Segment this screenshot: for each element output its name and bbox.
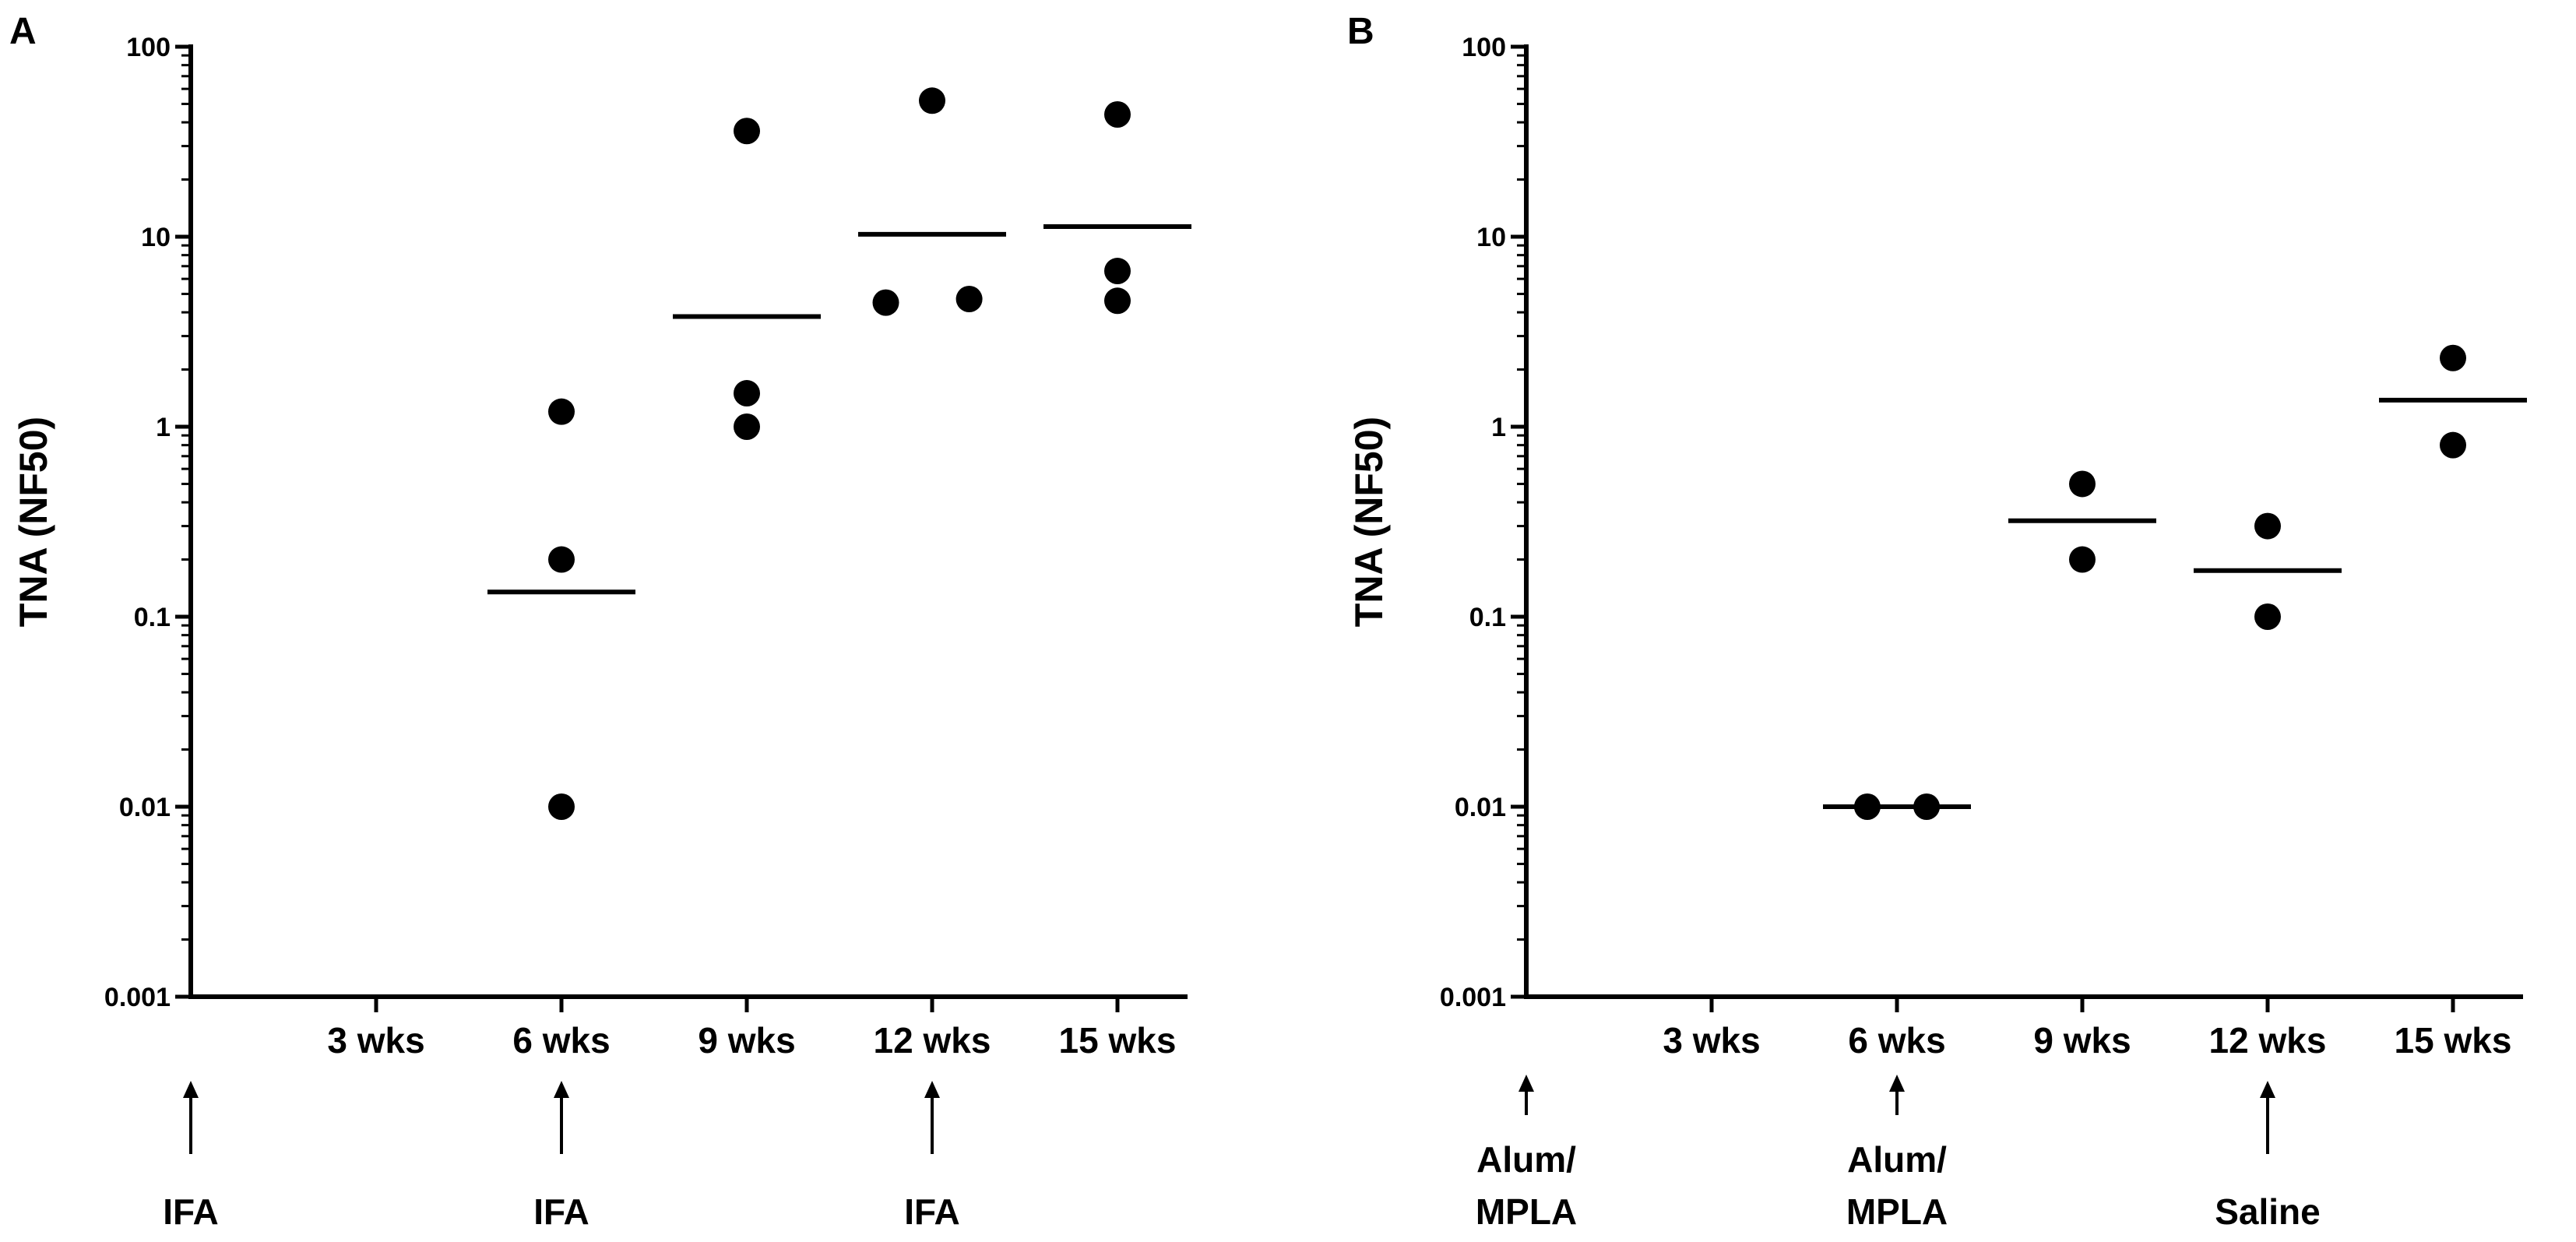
data-point [919,87,945,114]
y-tick-label: 0.001 [104,983,171,1012]
data-point [2069,470,2096,498]
y-tick-label: 0.1 [1469,603,1506,632]
immunization-label: IFA [533,1191,589,1232]
immunization-label: IFA [904,1191,960,1232]
x-tick-label: 9 wks [2033,1020,2131,1061]
y-tick-label: 1 [156,413,171,442]
x-tick-label: 9 wks [698,1020,795,1061]
immunization-label: MPLA [1476,1191,1577,1232]
data-point [2440,431,2466,459]
immunization-label: IFA [163,1191,219,1232]
y-tick-label: 10 [1476,223,1506,252]
panel-label: A [9,11,37,52]
x-tick-label: 12 wks [2209,1020,2327,1061]
data-point [2440,344,2466,371]
y-tick-label: 0.1 [134,603,171,632]
data-point [548,398,575,425]
arrow-head [554,1081,569,1098]
y-tick-label: 0.01 [1455,793,1506,822]
data-point [1913,793,1941,820]
x-tick-label: 15 wks [1059,1020,1177,1061]
data-point [872,289,899,316]
data-point [734,380,760,407]
panel-a: A TNA (NF50) 0.001 0.01 0.1 1 10 100 3 wks 6 wks 9… [9,11,1191,1232]
data-point [1104,100,1131,128]
immunization-label: Alum/ [1476,1139,1576,1180]
x-tick-label: 12 wks [874,1020,991,1061]
panel-label: B [1347,11,1374,52]
y-tick-label: 100 [126,33,171,62]
x-tick-label: 6 wks [512,1020,610,1061]
x-tick-label: 3 wks [327,1020,424,1061]
x-tick-label: 3 wks [1663,1020,1760,1061]
y-axis-title: TNA (NF50) [1347,417,1391,627]
y-tick-label: 0.001 [1440,983,1506,1012]
data-point [1853,793,1881,820]
data-point [548,793,575,820]
y-tick-label: 0.01 [119,793,171,822]
arrow-head [2260,1081,2275,1098]
arrow-head [183,1081,199,1098]
panel-b: B TNA (NF50) 0.001 0.01 0.1 1 10 100 3 wks 6 wks 9… [1347,11,2527,1232]
x-tick-label: 6 wks [1848,1020,1945,1061]
arrow-head [1889,1075,1905,1092]
data-point [2254,603,2281,630]
arrow-head [924,1081,940,1098]
data-point [734,118,760,145]
data-point [548,546,575,573]
x-tick-label: 15 wks [2395,1020,2512,1061]
data-point [2254,512,2281,540]
arrow-head [1519,1075,1534,1092]
immunization-label: MPLA [1846,1191,1948,1232]
y-axis-title: TNA (NF50) [12,417,55,627]
data-point [734,413,760,440]
y-tick-label: 1 [1491,413,1506,442]
data-point [2069,546,2096,573]
y-tick-label: 10 [141,223,171,252]
immunization-label: Alum/ [1847,1139,1947,1180]
data-point [955,286,983,313]
y-tick-label: 100 [1462,33,1506,62]
immunization-label: Saline [2215,1191,2321,1232]
data-point [1104,287,1131,315]
data-point [1104,258,1131,285]
